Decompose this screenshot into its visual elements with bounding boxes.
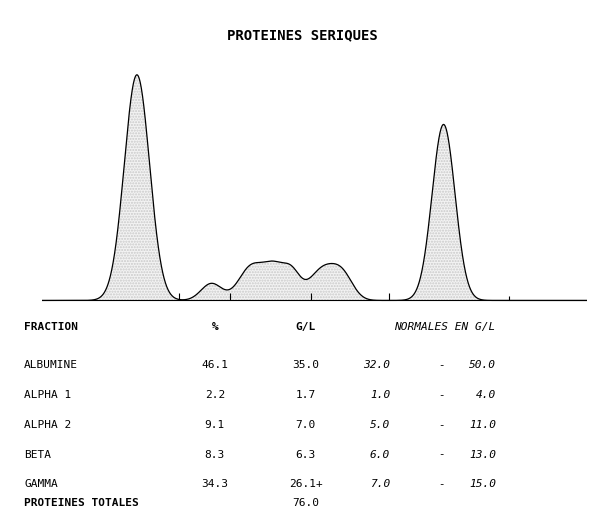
- Text: BETA: BETA: [24, 450, 51, 460]
- Text: -: -: [438, 390, 445, 400]
- Text: 13.0: 13.0: [469, 450, 496, 460]
- Text: 35.0: 35.0: [292, 360, 319, 371]
- Text: -: -: [438, 420, 445, 430]
- Text: 11.0: 11.0: [469, 420, 496, 430]
- Text: PROTEINES SERIQUES: PROTEINES SERIQUES: [227, 28, 378, 42]
- Text: PROTEINES TOTALES: PROTEINES TOTALES: [24, 498, 139, 508]
- Text: 8.3: 8.3: [204, 450, 225, 460]
- Text: 1.0: 1.0: [370, 390, 390, 400]
- Text: 34.3: 34.3: [201, 479, 228, 489]
- Text: %: %: [211, 322, 218, 332]
- Text: 46.1: 46.1: [201, 360, 228, 371]
- Text: 26.1+: 26.1+: [289, 479, 322, 489]
- Text: -: -: [438, 450, 445, 460]
- Text: 15.0: 15.0: [469, 479, 496, 489]
- Text: ALPHA 1: ALPHA 1: [24, 390, 71, 400]
- Text: 9.1: 9.1: [204, 420, 225, 430]
- Text: 76.0: 76.0: [292, 498, 319, 508]
- Text: 4.0: 4.0: [476, 390, 496, 400]
- Text: NORMALES EN G/L: NORMALES EN G/L: [394, 322, 495, 332]
- Text: -: -: [438, 479, 445, 489]
- Text: FRACTION: FRACTION: [24, 322, 78, 332]
- Text: 6.0: 6.0: [370, 450, 390, 460]
- Text: GAMMA: GAMMA: [24, 479, 58, 489]
- Text: G/L: G/L: [295, 322, 316, 332]
- Text: 50.0: 50.0: [469, 360, 496, 371]
- Text: -: -: [438, 360, 445, 371]
- Text: 1.7: 1.7: [295, 390, 316, 400]
- Text: 5.0: 5.0: [370, 420, 390, 430]
- Text: ALPHA 2: ALPHA 2: [24, 420, 71, 430]
- Text: 2.2: 2.2: [204, 390, 225, 400]
- Text: 6.3: 6.3: [295, 450, 316, 460]
- Text: ALBUMINE: ALBUMINE: [24, 360, 78, 371]
- Text: 7.0: 7.0: [295, 420, 316, 430]
- Text: 7.0: 7.0: [370, 479, 390, 489]
- Text: 32.0: 32.0: [363, 360, 390, 371]
